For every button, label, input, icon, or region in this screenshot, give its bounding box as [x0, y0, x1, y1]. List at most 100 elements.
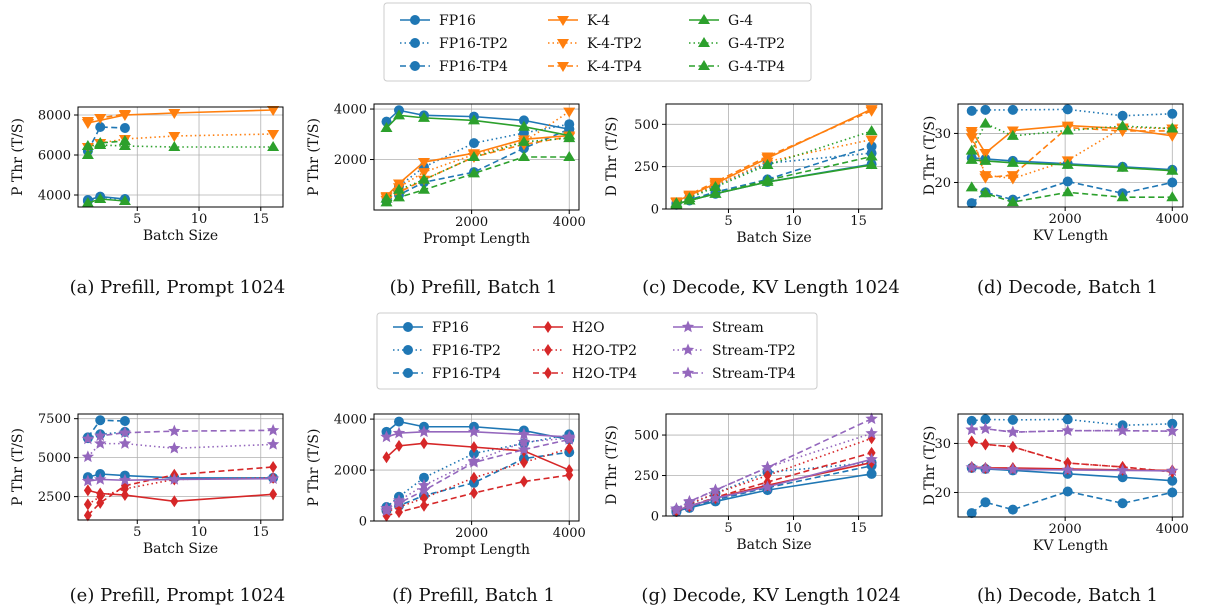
- series-line: [87, 419, 125, 438]
- data-point: [965, 423, 978, 435]
- data-point: [517, 151, 530, 161]
- series-line: [87, 109, 274, 124]
- series-line: [385, 109, 570, 131]
- data-point: [94, 193, 107, 203]
- data-point: [1166, 164, 1179, 175]
- data-point: [266, 423, 280, 436]
- series-line: [386, 447, 570, 513]
- data-point: [865, 135, 878, 146]
- data-point: [966, 508, 977, 519]
- data-point: [967, 435, 976, 448]
- data-point: [517, 135, 530, 146]
- data-point: [681, 320, 695, 333]
- data-point: [865, 106, 878, 117]
- chart-caption: (c) Decode, KV Length 1024: [642, 277, 900, 298]
- data-point: [467, 167, 480, 178]
- chart-panel: 2000 4000 2000 4000 Prompt Length P Thr (T/S)…: [306, 103, 586, 298]
- y-tick-label: 2000: [334, 464, 367, 479]
- x-axis-label: Batch Size: [736, 230, 811, 246]
- data-point: [1061, 424, 1074, 436]
- data-point: [965, 181, 978, 192]
- data-point: [410, 15, 420, 25]
- y-axis-label: P Thr (T/S): [306, 118, 322, 196]
- data-point: [266, 437, 280, 450]
- data-point: [966, 415, 977, 426]
- y-tick-label: 500: [634, 118, 659, 133]
- data-point: [865, 452, 878, 465]
- data-point: [94, 137, 107, 147]
- series-line: [87, 489, 274, 503]
- data-point: [1061, 463, 1074, 476]
- data-point: [81, 140, 94, 150]
- data-point: [709, 180, 722, 191]
- data-point: [1117, 498, 1128, 509]
- legend-label: G-4: [728, 13, 753, 29]
- y-axis-label: P Thr (T/S): [10, 428, 26, 506]
- y-tick-label: 2000: [334, 153, 367, 168]
- data-point: [681, 366, 695, 379]
- data-point: [1062, 104, 1073, 115]
- x-tick-label: 10: [191, 525, 208, 540]
- series-line: [970, 126, 1173, 179]
- data-point: [698, 60, 710, 70]
- x-axis-label: Batch Size: [143, 228, 218, 244]
- legend-label: G-4-TP4: [728, 59, 785, 75]
- data-point: [95, 122, 106, 132]
- data-point: [1061, 186, 1074, 197]
- x-tick-label: 10: [191, 212, 208, 227]
- chart-panel: 5 10 15 4000 6000 8000 Batch Size P Thr (T/S) (a…: [10, 106, 285, 298]
- chart-caption: (f) Prefill, Batch 1: [392, 585, 555, 606]
- legend-label: K-4-TP4: [587, 59, 642, 75]
- data-point: [670, 502, 683, 514]
- y-tick-label: 20: [934, 486, 951, 501]
- legend-label: FP16: [432, 320, 469, 336]
- data-point: [394, 439, 403, 452]
- data-point: [81, 450, 95, 463]
- data-point: [865, 426, 878, 439]
- x-tick-label: 15: [850, 214, 867, 229]
- data-point: [979, 154, 992, 165]
- y-tick-label: 4000: [38, 189, 71, 204]
- y-axis-label: D Thr (T/S): [922, 116, 938, 196]
- data-point: [563, 107, 576, 118]
- series-line: [386, 137, 570, 200]
- data-point: [1062, 176, 1073, 187]
- series-line: [676, 473, 872, 512]
- data-point: [468, 448, 479, 459]
- legend-label: H2O-TP2: [572, 343, 637, 359]
- data-point: [419, 499, 428, 512]
- data-point: [118, 437, 132, 449]
- series-line: [971, 490, 1173, 514]
- chart-panel: 5 10 15 2500 5000 7500 Batch Size P Thr (T/S) (e…: [10, 412, 285, 606]
- series-line: [970, 126, 1173, 180]
- data-point: [83, 484, 92, 497]
- data-point: [1116, 161, 1129, 172]
- data-point: [394, 506, 403, 519]
- axes-frame: [373, 413, 580, 522]
- data-point: [168, 424, 181, 437]
- data-point: [382, 451, 391, 464]
- data-point: [94, 437, 107, 449]
- y-tick-label: 7500: [38, 412, 71, 427]
- data-point: [681, 343, 695, 356]
- series-line: [676, 138, 872, 203]
- data-point: [403, 345, 413, 355]
- data-point: [980, 414, 991, 425]
- x-tick-label: 15: [252, 525, 269, 540]
- legend-label: H2O: [572, 320, 605, 336]
- data-point: [683, 194, 696, 205]
- data-point: [168, 109, 181, 119]
- data-point: [267, 130, 280, 140]
- data-point: [95, 415, 106, 426]
- series-line: [676, 164, 872, 205]
- data-point: [269, 488, 278, 501]
- series-line: [676, 110, 872, 203]
- data-point: [417, 173, 430, 184]
- data-point: [381, 116, 392, 127]
- data-point: [393, 416, 404, 427]
- series-line: [971, 180, 1173, 204]
- data-point: [966, 105, 977, 116]
- y-tick-label: 5000: [38, 451, 71, 466]
- series-line: [676, 130, 872, 204]
